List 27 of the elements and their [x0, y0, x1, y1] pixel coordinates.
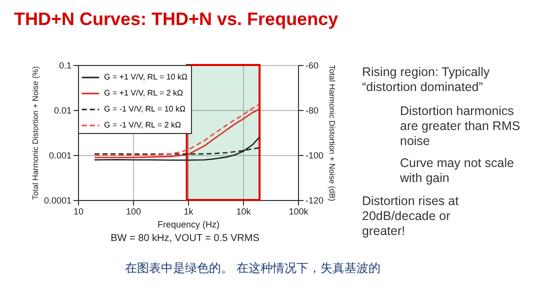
text: Distortion harmonics are greater than RMS noise — [400, 104, 520, 148]
y2-tick-label: -60 — [306, 60, 319, 70]
y-axis-title: Total Harmonic Distortion + Noise (%) — [30, 66, 40, 200]
x-tick-label: 100k — [288, 206, 309, 216]
chart-title: THD+N Curves: THD+N vs. Frequency — [14, 9, 338, 29]
y2-tick-label: -80 — [306, 106, 319, 116]
text: BW = 80 kHz, VOUT = 0.5 VRMS — [110, 233, 260, 244]
legend-label: G = -1 V/V, RL = 2 kΩ — [104, 120, 181, 130]
y-tick-label: 0.001 — [48, 150, 72, 160]
y-tick-label: 0.1 — [58, 60, 72, 70]
y2-tick-label: -120 — [306, 196, 324, 206]
x-tick-label: 100 — [126, 206, 142, 216]
legend-label: G = +1 V/V, RL = 2 kΩ — [104, 88, 184, 98]
text: Distortion rises at 20dB/decade or greater! — [362, 194, 460, 238]
y2-tick-label: -100 — [306, 150, 324, 160]
text: Curve may not scale with gain — [399, 156, 514, 185]
legend-label: G = +1 V/V, RL = 10 kΩ — [104, 72, 188, 82]
x-tick-label: 10 — [73, 206, 84, 216]
y-tick-label: 0.0001 — [44, 196, 72, 206]
x-tick-label: 10k — [236, 206, 252, 216]
text: Rising region: Typically “distortion dominated” — [362, 65, 490, 94]
text: 在图表中是绿色的。 在这种情况下，失真基波的 — [125, 261, 380, 275]
y2-axis-title: Total Harmonic Distortion + Noise (dB) — [328, 64, 337, 202]
x-tick-label: 1k — [184, 206, 194, 216]
y-tick-label: 0.01 — [54, 106, 72, 116]
legend-label: G = -1 V/V, RL = 10 kΩ — [104, 104, 186, 114]
x-axis-title: Frequency (Hz) — [157, 220, 220, 230]
